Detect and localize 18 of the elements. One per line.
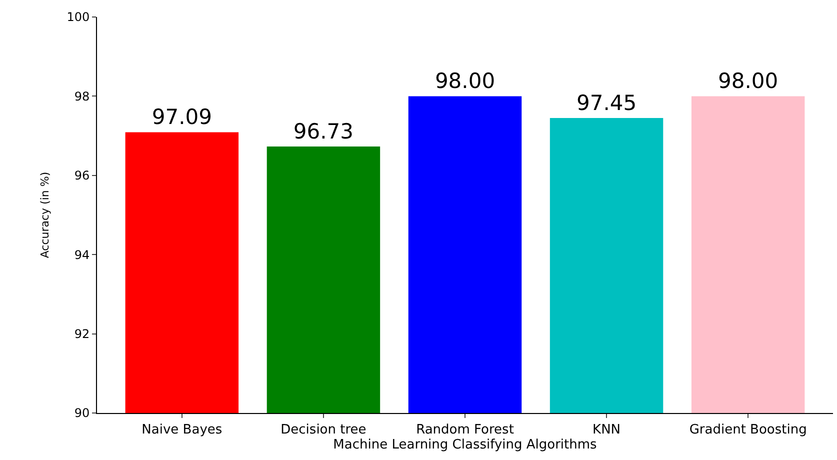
y-tick-label: 100 (66, 10, 90, 24)
y-tick-label: 92 (74, 327, 90, 341)
y-axis-title: Accuracy (in %) (38, 172, 52, 258)
data-label: 97.09 (152, 105, 212, 130)
y-tick-label: 96 (74, 168, 90, 183)
x-tick-label: Decision tree (280, 422, 366, 438)
x-tick-label: Gradient Boosting (689, 422, 807, 438)
y-tick-label: 90 (74, 406, 90, 420)
y-tick-label: 98 (74, 89, 90, 104)
y-tick-label: 94 (74, 248, 90, 262)
x-axis-title: Machine Learning Classifying Algorithms (333, 438, 598, 453)
data-label: 98.00 (718, 69, 778, 94)
x-tick-label: Naive Bayes (142, 422, 222, 438)
data-label: 97.45 (576, 90, 637, 115)
x-tick-label: KNN (592, 422, 621, 438)
x-tick-label: Random Forest (416, 422, 514, 438)
data-label: 98.00 (434, 69, 496, 94)
data-label: 96.73 (293, 119, 354, 144)
